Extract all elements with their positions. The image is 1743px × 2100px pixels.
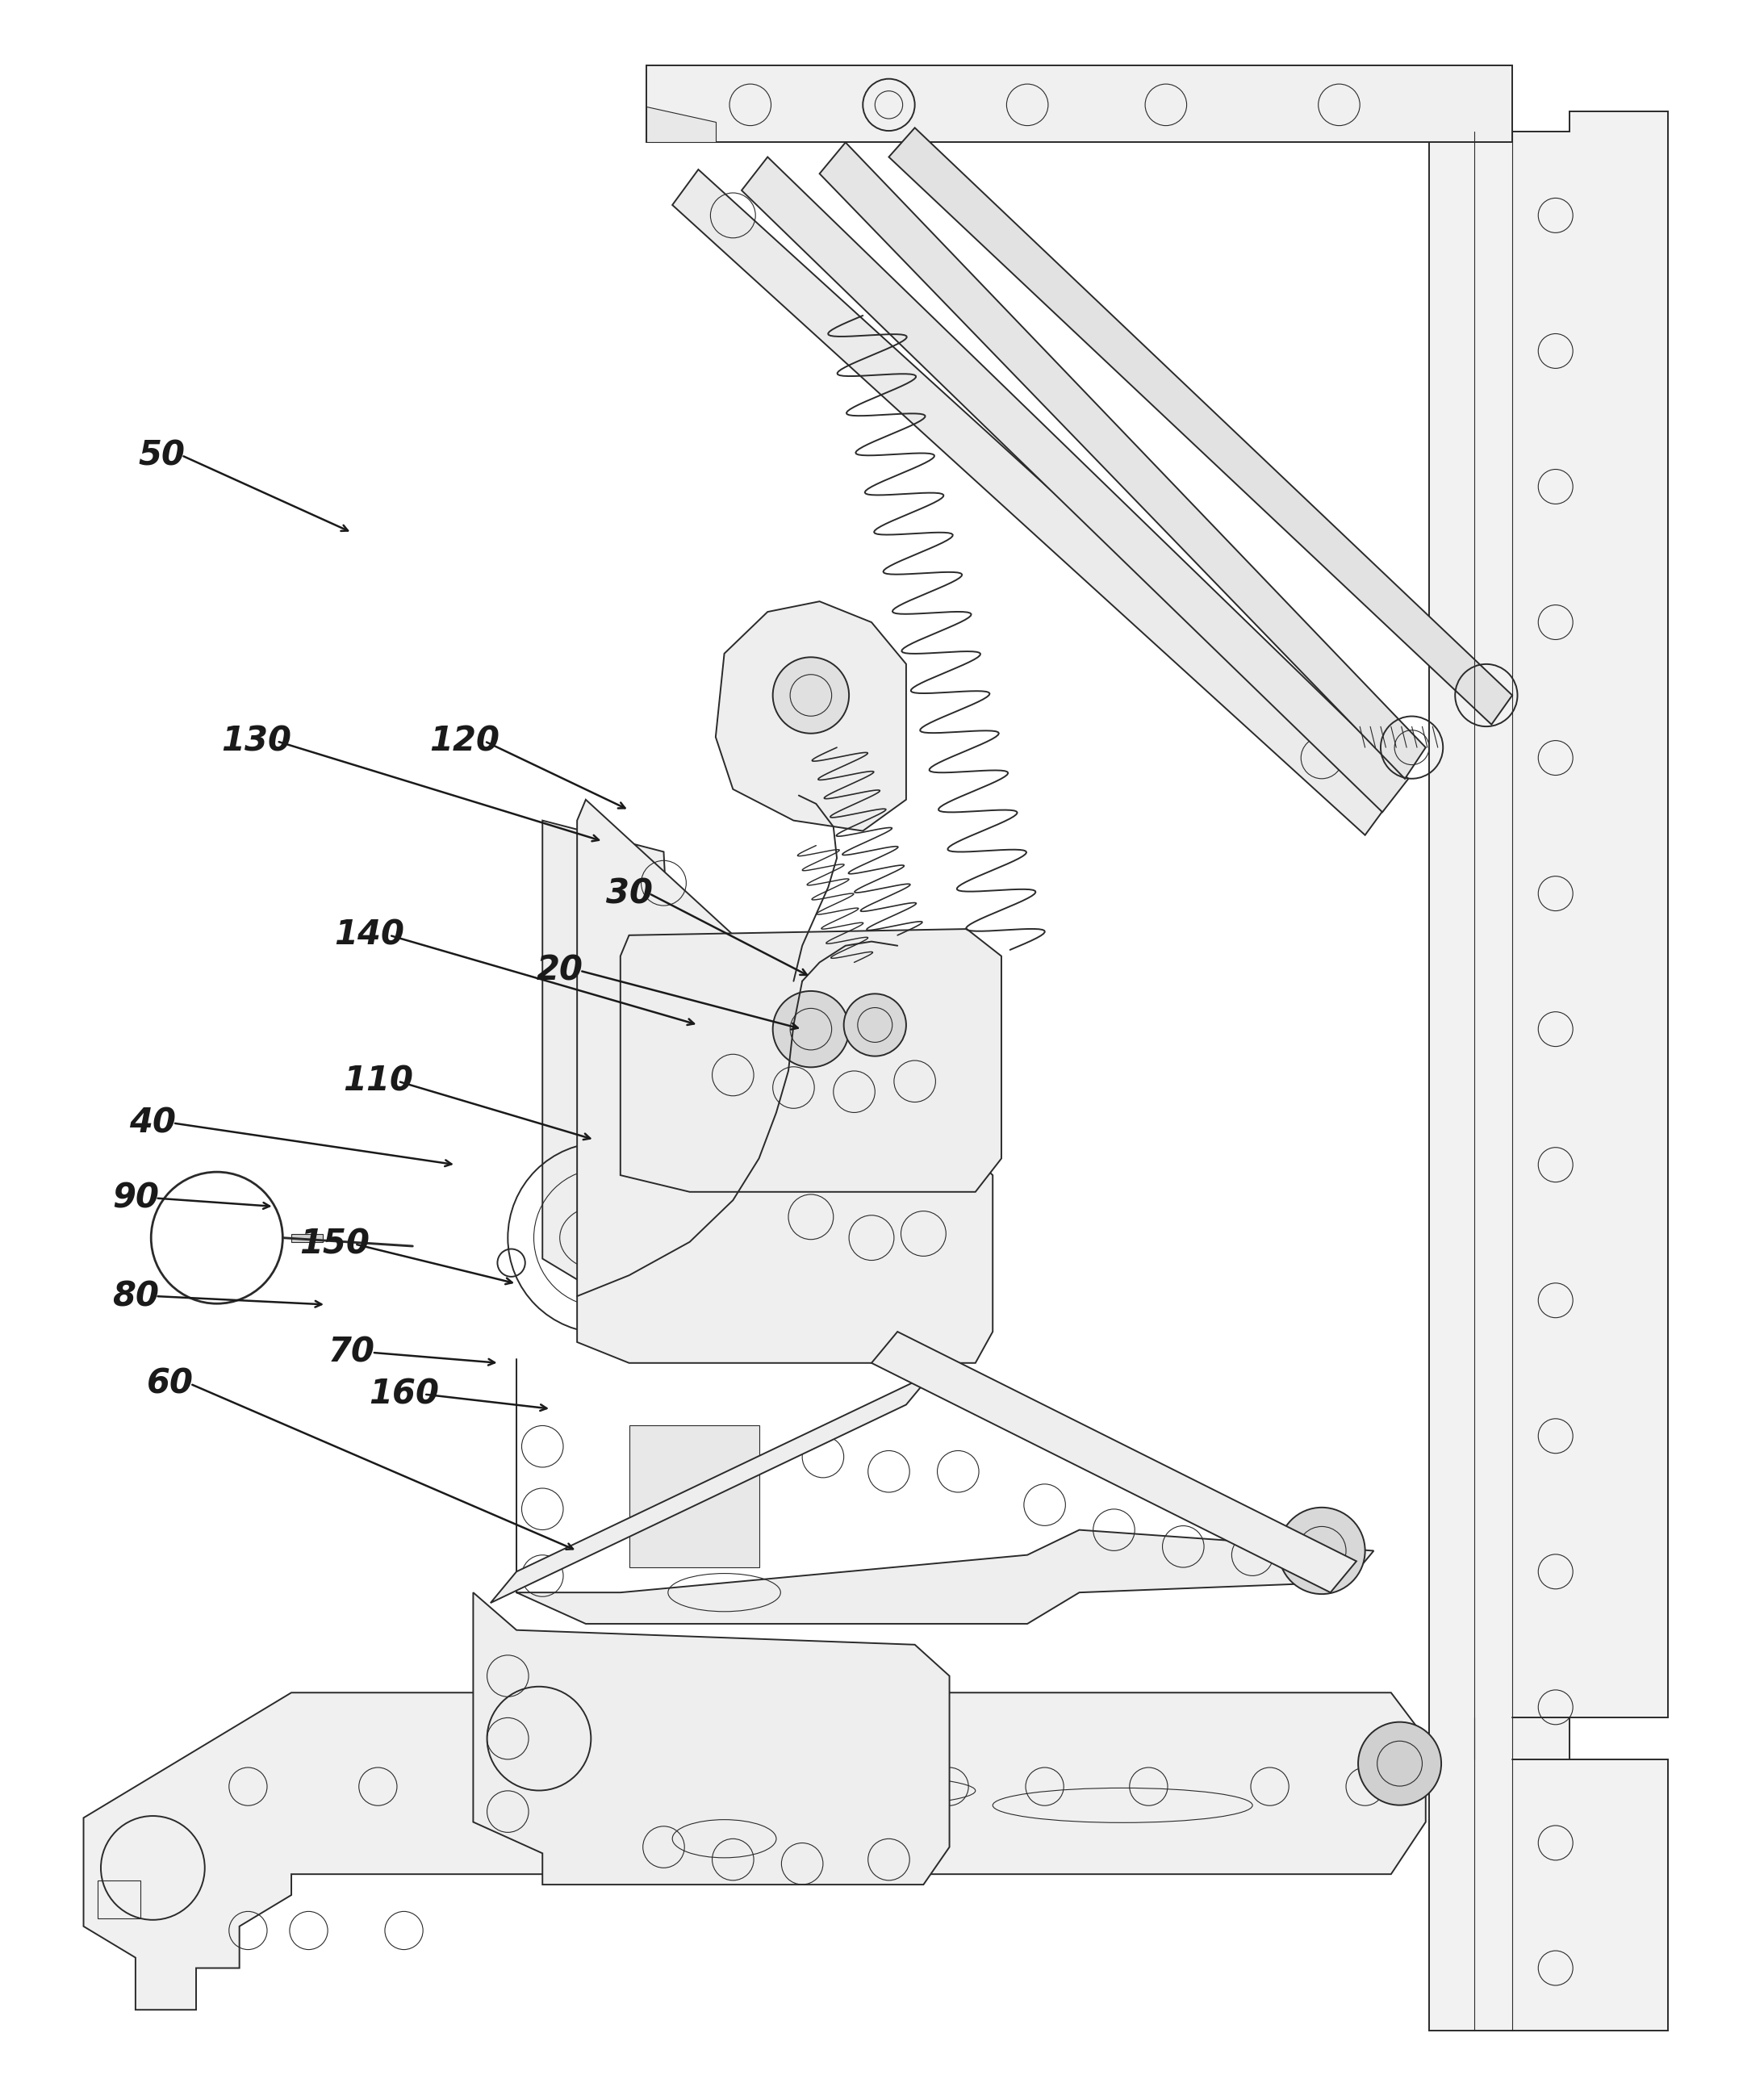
Circle shape	[772, 991, 849, 1067]
Polygon shape	[490, 1373, 933, 1602]
Polygon shape	[741, 158, 1408, 813]
Polygon shape	[647, 107, 716, 143]
Polygon shape	[889, 128, 1513, 724]
Polygon shape	[629, 1426, 758, 1567]
Polygon shape	[872, 1331, 1356, 1592]
Bar	[291, 1233, 322, 1241]
Polygon shape	[647, 65, 1513, 143]
Text: 140: 140	[335, 918, 404, 951]
Text: 40: 40	[129, 1107, 176, 1140]
Polygon shape	[577, 800, 994, 1363]
Polygon shape	[472, 1592, 950, 1884]
Polygon shape	[84, 1693, 1426, 2010]
Text: 160: 160	[370, 1378, 439, 1411]
Polygon shape	[716, 601, 906, 832]
Circle shape	[1358, 1722, 1441, 1806]
Text: 130: 130	[221, 724, 291, 758]
Circle shape	[1278, 1508, 1365, 1594]
Polygon shape	[542, 821, 985, 1342]
Text: 60: 60	[146, 1367, 193, 1401]
Text: 110: 110	[343, 1065, 413, 1098]
Text: 70: 70	[329, 1336, 375, 1369]
Text: 80: 80	[112, 1279, 159, 1312]
Text: 50: 50	[138, 439, 185, 473]
Text: 30: 30	[605, 876, 652, 911]
Polygon shape	[621, 928, 1002, 1193]
Text: 120: 120	[429, 724, 500, 758]
Text: 90: 90	[112, 1180, 159, 1216]
Text: 20: 20	[537, 953, 584, 987]
Polygon shape	[673, 170, 1391, 836]
Circle shape	[772, 657, 849, 733]
Bar	[98, 1880, 141, 1919]
Polygon shape	[819, 143, 1426, 779]
Circle shape	[844, 993, 906, 1056]
Polygon shape	[1429, 111, 1668, 2031]
Polygon shape	[516, 1359, 1373, 1623]
Text: 150: 150	[300, 1226, 370, 1260]
